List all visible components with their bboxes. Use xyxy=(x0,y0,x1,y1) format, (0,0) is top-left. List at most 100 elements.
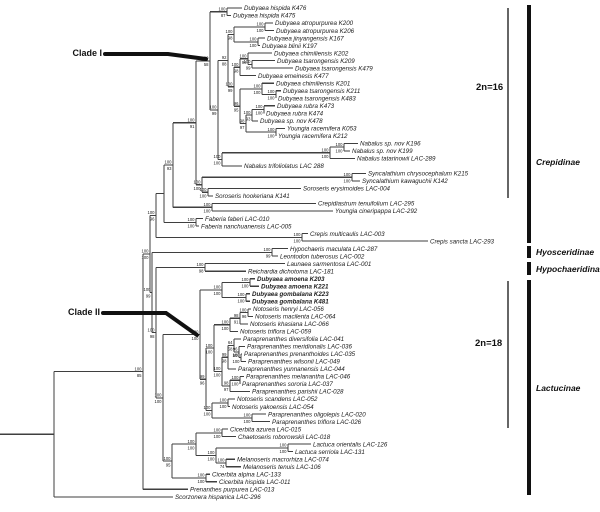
support-value: 100 xyxy=(164,456,172,461)
taxon-label: Paraprenanthes meridionalis LAC-036 xyxy=(247,344,352,351)
support-value: 100 xyxy=(268,127,276,132)
support-value: 100 xyxy=(214,154,222,159)
support-value: 100 xyxy=(142,255,150,260)
support-value: 100 xyxy=(322,154,330,159)
taxon-label: Dubyaea emeinesis K477 xyxy=(258,73,329,80)
crepidinae-bar xyxy=(527,5,531,243)
chromosome-2n18-label: 2n=18 xyxy=(475,338,503,349)
taxon-label: Syncalathium chrysocephalum K215 xyxy=(368,171,469,178)
support-value: 100 xyxy=(244,419,252,424)
support-value: 100 xyxy=(214,428,222,433)
taxon-label: Dubyaea chimiliensis K201 xyxy=(276,80,350,87)
support-value: 100 xyxy=(144,287,152,292)
taxon-label: Launaea sarmentosa LAC-001 xyxy=(287,261,371,268)
support-value: 100 xyxy=(268,89,276,94)
taxon-label: Dubyaea sp. nov K478 xyxy=(260,118,323,125)
lactucinae-bar xyxy=(527,280,531,495)
support-value: 98 xyxy=(228,36,233,41)
taxon-label: Melanoseris macrorhiza LAC-074 xyxy=(237,456,329,463)
support-value: 100 xyxy=(204,208,212,213)
support-value: 100 xyxy=(240,307,248,312)
taxon-label: Dubyaea amoena K203 xyxy=(257,276,325,283)
support-value: 95 xyxy=(166,462,171,467)
taxon-label: Cicerbita alpina LAC-133 xyxy=(212,471,281,478)
support-value: 96 xyxy=(233,347,238,352)
support-value: 100 xyxy=(204,202,212,207)
support-value: 98 xyxy=(150,334,155,339)
support-value: 99 xyxy=(200,374,205,379)
hyosceridinae-label: Hyosceridinae xyxy=(536,247,595,257)
support-value: 100 xyxy=(188,117,196,122)
support-value: 100 xyxy=(135,366,143,371)
clade-arrow xyxy=(101,311,199,337)
taxon-label: Youngia racemifera K212 xyxy=(278,133,348,140)
support-value: 100 xyxy=(155,399,163,404)
support-value: 100 xyxy=(226,29,234,34)
lactucinae-label: Lactucinae xyxy=(536,383,581,393)
support-value: 87 xyxy=(221,13,226,18)
support-value: 99 xyxy=(246,66,251,71)
support-value: 92 xyxy=(222,55,227,60)
taxon-label: Paraprenanthes triflora LAC-026 xyxy=(272,419,362,426)
taxon-label: Notoseris scandens LAC-052 xyxy=(237,396,318,403)
support-value: 100 xyxy=(242,277,250,282)
support-value: 100 xyxy=(214,161,222,166)
taxon-label: Nabalus trifoliolatus LAC 288 xyxy=(244,163,324,170)
support-value: 93 xyxy=(246,116,251,121)
taxon-label: Notoseris khasiana LAC-066 xyxy=(250,321,329,328)
taxon-label: Reichardia dichotoma LAC-181 xyxy=(248,268,334,275)
support-value: 96 xyxy=(242,314,247,319)
taxon-label: Crepidiastrum tenuifolium LAC-295 xyxy=(318,201,415,208)
support-value: 100 xyxy=(165,160,173,165)
taxon-label: Paraprenanthes parishii LAC-028 xyxy=(252,389,344,396)
support-value: 91 xyxy=(190,124,195,129)
support-value: 100 xyxy=(254,90,262,95)
taxon-label: Paraprenanthes melanantha LAC-046 xyxy=(246,374,351,381)
support-value: 100 xyxy=(244,59,252,64)
support-value: 100 xyxy=(148,210,156,215)
support-value: 100 xyxy=(142,249,150,254)
taxon-label: Dubyaea tsarongensis K211 xyxy=(283,88,360,95)
support-value: 100 xyxy=(240,53,248,58)
taxon-label: Dubyaea blinii K197 xyxy=(262,43,318,50)
support-value: 100 xyxy=(206,343,214,348)
support-value: 100 xyxy=(214,291,222,296)
support-value: 96 xyxy=(234,101,239,106)
taxon-label: Paraprenanthes yunnanensis LAC-044 xyxy=(238,366,345,373)
support-value: 96 xyxy=(242,60,247,65)
support-value: 100 xyxy=(155,393,163,398)
support-value: 98 xyxy=(234,313,239,318)
support-value: 100 xyxy=(232,375,240,380)
crepidinae-label: Crepidinae xyxy=(536,157,580,167)
taxon-label: Notoseris triflora LAC-059 xyxy=(240,329,312,336)
support-value: 96 xyxy=(200,380,205,385)
clade-ii-label: Clade II xyxy=(67,307,100,317)
support-value: 100 xyxy=(280,443,288,448)
taxon-label: Nabalus sp. nov K199 xyxy=(352,148,413,155)
support-value: 91 xyxy=(234,319,239,324)
support-value: 100 xyxy=(254,84,262,89)
hypochaeridinae-bar xyxy=(527,262,531,275)
support-value: 100 xyxy=(242,284,250,289)
support-value: 96 xyxy=(150,217,155,222)
taxon-label: Paraprenanthes wilsonii LAC-049 xyxy=(248,359,340,366)
taxon-label: Scorzonera hispanica LAC-296 xyxy=(175,494,261,501)
support-value: 100 xyxy=(294,239,302,244)
support-value: 58 xyxy=(204,62,209,67)
support-value: 100 xyxy=(200,187,208,192)
support-value: 100 xyxy=(244,413,252,418)
support-value: 100 xyxy=(250,37,258,42)
support-value: 100 xyxy=(344,172,352,177)
taxon-label: Nabalus sp. nov K196 xyxy=(360,141,421,148)
support-value: 100 xyxy=(268,133,276,138)
taxon-label: Cicerbita hispida LAC-011 xyxy=(219,479,290,486)
taxon-label: Youngia cineripappa LAC-292 xyxy=(335,208,418,215)
support-value: 100 xyxy=(219,6,227,11)
support-value: 100 xyxy=(220,398,228,403)
chromosome-2n18-bar xyxy=(507,281,509,428)
support-value: 97 xyxy=(224,387,229,392)
support-value: 100 xyxy=(250,43,258,48)
support-value: 100 xyxy=(264,247,272,252)
